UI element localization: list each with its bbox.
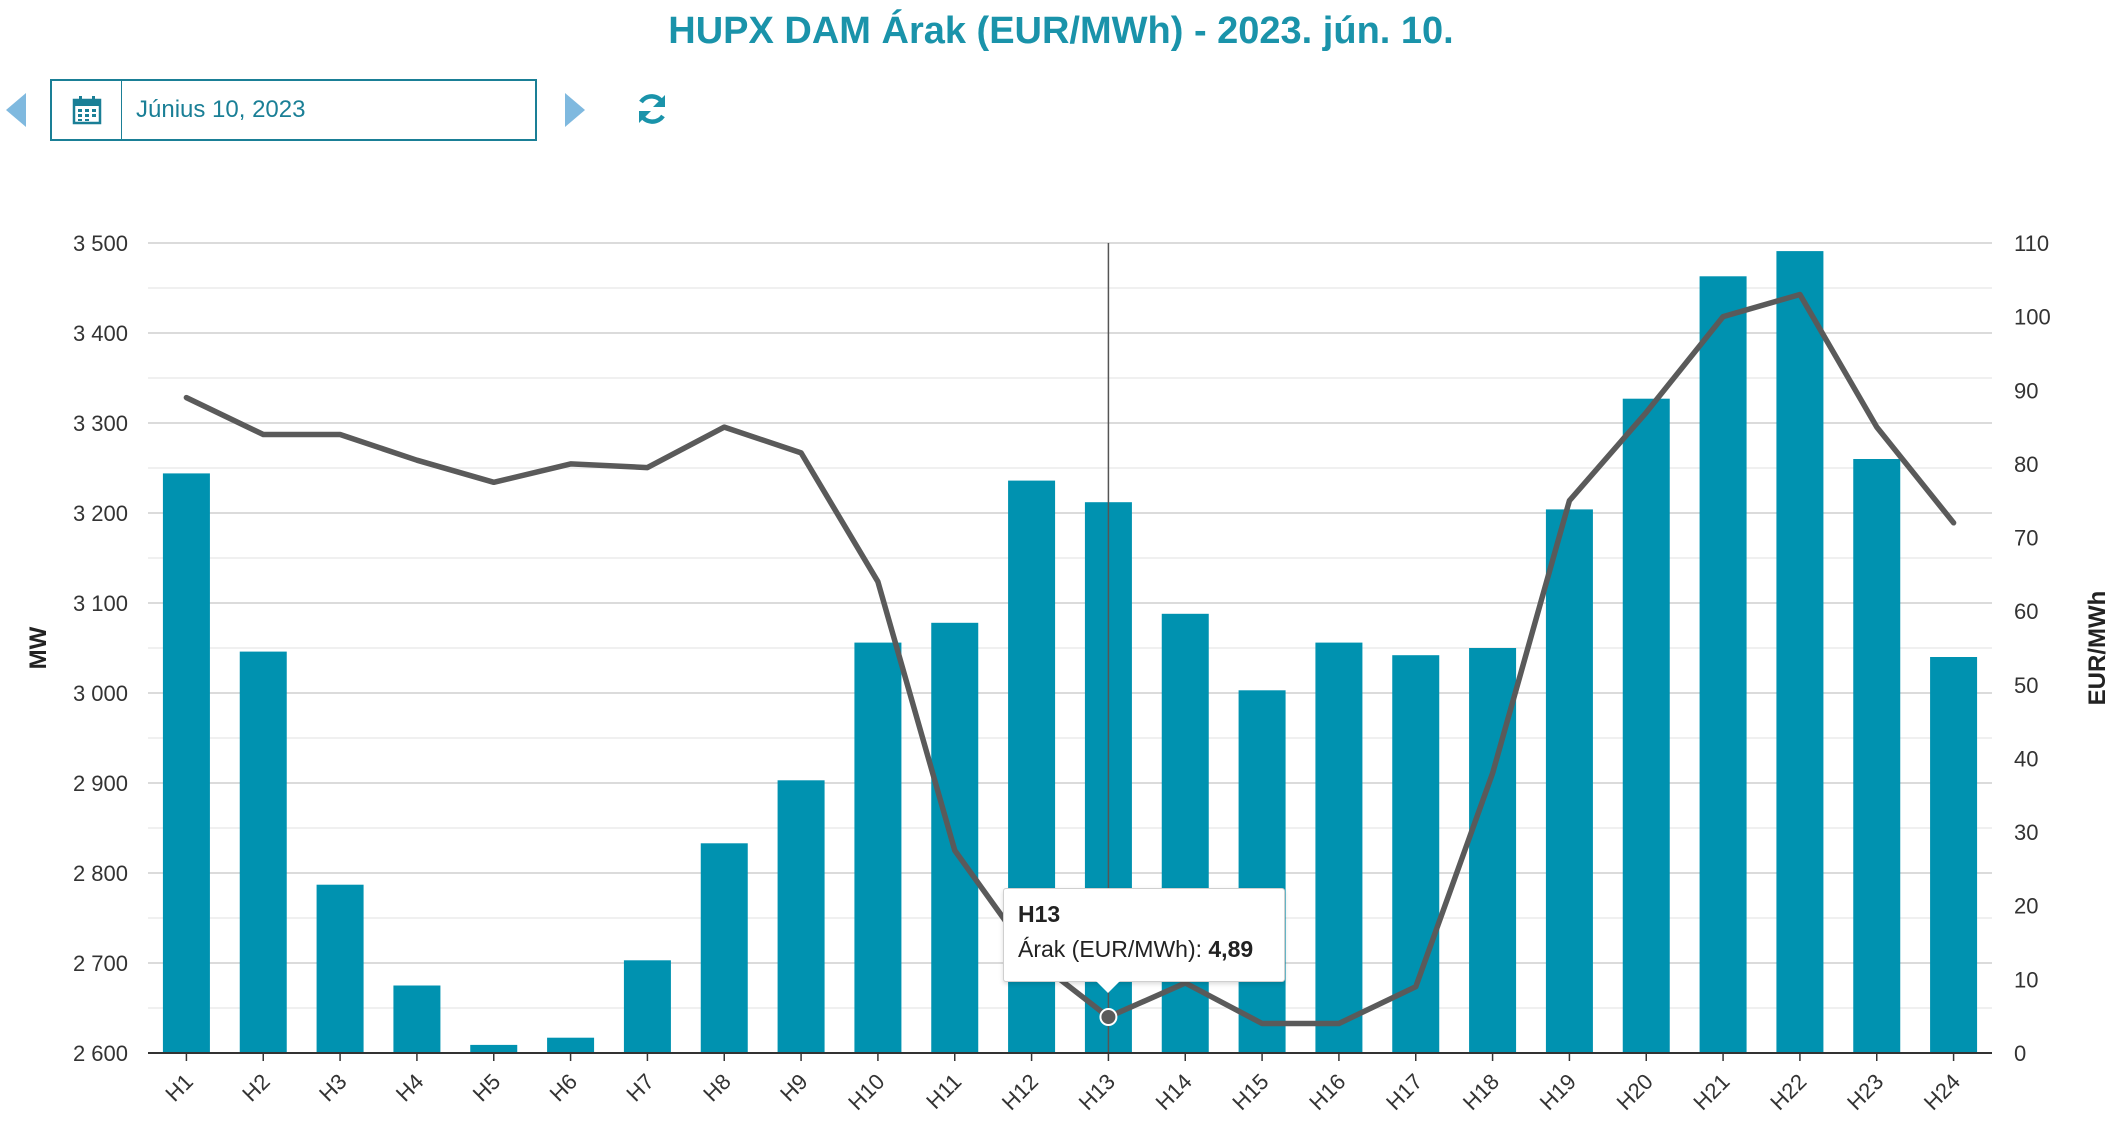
bar-H8 [700, 843, 748, 1053]
y-tick-label-left: 3 300 [73, 411, 128, 436]
bar-H14 [1161, 613, 1209, 1053]
tooltip-category: H13 [1018, 901, 1061, 927]
x-tick-label-H20: H20 [1612, 1069, 1658, 1115]
x-tick-label-H22: H22 [1765, 1069, 1811, 1115]
y-tick-label-left: 3 100 [73, 591, 128, 616]
chart-title: HUPX DAM Árak (EUR/MWh) - 2023. jún. 10. [668, 10, 1454, 52]
date-toolbar: Június 10, 2023 [0, 75, 800, 145]
point-H13 [1099, 1007, 1118, 1026]
x-tick-label-H11: H11 [921, 1069, 966, 1114]
tooltip-label: Árak (EUR/MWh): [1018, 936, 1202, 962]
bar-H23 [1853, 459, 1901, 1053]
bar-H9 [777, 780, 825, 1053]
y-tick-label-right: 110 [2014, 231, 2049, 256]
y-tick-label-right: 10 [2014, 967, 2038, 992]
bar-H1 [162, 473, 210, 1053]
date-value: Június 10, 2023 [136, 96, 306, 123]
date-picker[interactable]: Június 10, 2023 [50, 79, 537, 141]
bar-H10 [854, 642, 902, 1053]
y-axis-label-right: EUR/MWh [2084, 591, 2111, 706]
price-line [183, 291, 1957, 1027]
calendar-button[interactable] [52, 81, 122, 139]
x-tick-label-H23: H23 [1842, 1069, 1888, 1115]
x-tick-label-H2: H2 [237, 1069, 275, 1107]
x-tick-label-H10: H10 [843, 1069, 889, 1115]
y-tick-label-left: 3 200 [73, 501, 128, 526]
y-tick-label-right: 70 [2014, 526, 2038, 551]
y-tick-label-left: 3 400 [73, 321, 128, 346]
calendar-icon [72, 96, 101, 125]
x-tick-label-H3: H3 [314, 1069, 352, 1107]
x-tick-label-H5: H5 [468, 1069, 506, 1107]
bar-H2 [239, 651, 287, 1053]
y-tick-label-left: 3 500 [73, 231, 128, 256]
x-tick-label-H8: H8 [698, 1069, 736, 1107]
bar-H6 [547, 1037, 595, 1053]
bar-H15 [1238, 690, 1286, 1053]
bar-H3 [316, 884, 364, 1053]
x-tick-label-H24: H24 [1919, 1069, 1965, 1115]
bar-H22 [1776, 251, 1824, 1054]
tooltip-pointer [1096, 981, 1121, 993]
hover-tooltip: H13 Árak (EUR/MWh): 4,89 [1003, 888, 1285, 982]
y-tick-label-left: 2 600 [73, 1041, 128, 1066]
x-tick-label-H1: H1 [160, 1069, 198, 1107]
y-axis-label-left: MW [25, 626, 52, 669]
bar-H24 [1930, 657, 1978, 1053]
chevron-left-icon[interactable] [6, 93, 26, 127]
x-tick-label-H15: H15 [1227, 1069, 1273, 1115]
y-tick-label-right: 100 [2014, 305, 2051, 330]
x-tick-label-H4: H4 [391, 1069, 429, 1107]
chevron-right-icon[interactable] [565, 93, 585, 127]
y-tick-label-right: 80 [2014, 452, 2038, 477]
bar-H11 [931, 622, 979, 1053]
x-tick-label-H6: H6 [545, 1069, 583, 1107]
bar-H4 [393, 985, 441, 1053]
y-tick-label-right: 30 [2014, 820, 2038, 845]
y-tick-label-right: 50 [2014, 673, 2038, 698]
x-tick-label-H16: H16 [1304, 1069, 1350, 1115]
bar-H20 [1622, 398, 1670, 1053]
y-tick-label-right: 90 [2014, 378, 2038, 403]
x-tick-label-H18: H18 [1458, 1069, 1504, 1115]
x-tick-label-H9: H9 [775, 1069, 813, 1107]
y-tick-label-left: 2 900 [73, 771, 128, 796]
refresh-icon[interactable] [632, 89, 672, 129]
x-tick-label-H19: H19 [1535, 1069, 1581, 1115]
x-tick-label-H14: H14 [1151, 1069, 1197, 1115]
y-tick-label-right: 20 [2014, 894, 2038, 919]
x-tick-label-H17: H17 [1381, 1069, 1427, 1115]
bar-H21 [1699, 276, 1747, 1053]
bar-H19 [1545, 509, 1593, 1053]
y-tick-label-left: 2 800 [73, 861, 128, 886]
y-tick-label-left: 3 000 [73, 681, 128, 706]
bar-H16 [1315, 642, 1363, 1053]
bar-H5 [470, 1044, 518, 1053]
y-tick-label-right: 60 [2014, 599, 2038, 624]
x-tick-label-H12: H12 [997, 1069, 1043, 1115]
y-tick-label-right: 0 [2014, 1041, 2026, 1066]
x-tick-label-H21: H21 [1688, 1069, 1734, 1115]
line-series [183, 291, 1957, 1027]
x-tick-label-H13: H13 [1074, 1069, 1120, 1115]
y-tick-label-right: 40 [2014, 746, 2038, 771]
y-tick-label-left: 2 700 [73, 951, 128, 976]
x-tick-label-H7: H7 [621, 1069, 659, 1107]
bar-H7 [623, 960, 671, 1053]
tooltip-value: 4,89 [1208, 936, 1254, 962]
